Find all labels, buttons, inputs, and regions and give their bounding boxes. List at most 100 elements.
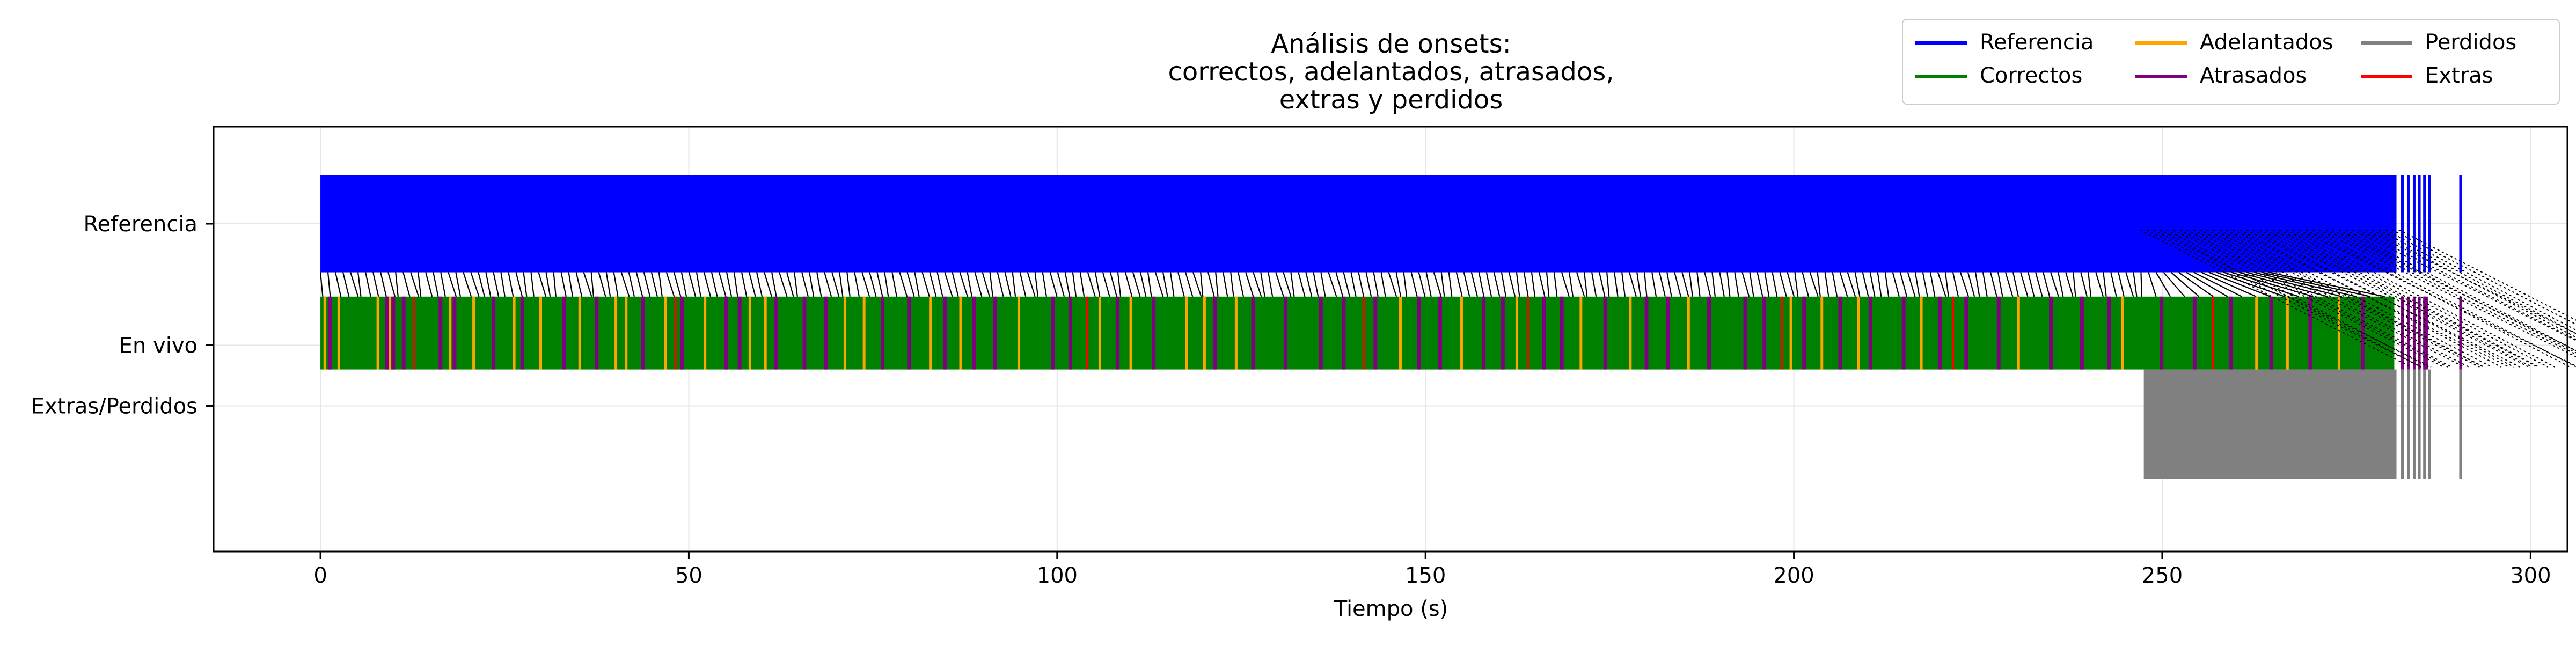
onset-connector: [1508, 272, 1516, 297]
onset-connector: [967, 272, 973, 297]
onset-connector: [402, 272, 411, 297]
onset-connector: [989, 272, 993, 297]
onset-connector: [1343, 272, 1350, 297]
onset-connector: [1455, 272, 1463, 297]
onset-connector: [2213, 229, 2484, 368]
onset-connector: [2199, 229, 2470, 368]
onset-connector: [2185, 271, 2228, 297]
onset-connector: [1711, 272, 1716, 297]
onset-connector: [470, 272, 480, 297]
x-tick-label: 100: [1037, 563, 1078, 588]
onset-connector: [1809, 272, 1819, 297]
x-tick-label: 300: [2510, 563, 2551, 588]
onset-connector: [2286, 229, 2549, 368]
onset-connector: [1824, 272, 1829, 297]
legend-entry-label: Correctos: [1980, 63, 2082, 88]
onset-connector: [1854, 272, 1861, 297]
onset-connector: [1275, 272, 1284, 297]
onset-connector: [1734, 272, 1739, 297]
onset-connector: [1959, 272, 1970, 297]
onset-connector: [2252, 229, 2514, 368]
onset-connector: [2365, 229, 2576, 334]
onset-connector: [2239, 229, 2502, 368]
onset-connector: [1208, 272, 1215, 297]
onset-connector: [1124, 272, 1133, 297]
onset-connector: [1787, 272, 1795, 297]
onset-connector: [1561, 272, 1570, 297]
onset-connector: [2208, 271, 2271, 297]
onset-connector: [1109, 272, 1118, 297]
onset-connector: [327, 272, 331, 297]
onset-connector: [703, 272, 711, 297]
onset-connector: [658, 272, 663, 297]
onset-connector: [1335, 272, 1344, 297]
onset-connector: [2279, 229, 2540, 368]
onset-connector: [1869, 272, 1876, 297]
onset-connector: [2179, 229, 2449, 368]
onset-connector: [1899, 272, 1908, 297]
onset-connector: [906, 272, 915, 297]
onset-connector: [545, 272, 551, 297]
onset-connector: [1568, 272, 1574, 297]
y-tick-label: Extras/Perdidos: [31, 394, 197, 419]
onset-connector: [733, 272, 738, 297]
chart-title: Análisis de onsets: correctos, adelantad…: [1168, 29, 1614, 115]
onset-connector: [1877, 272, 1882, 297]
onset-connector: [590, 272, 595, 297]
onset-connector: [809, 272, 815, 297]
axes-frame: [213, 126, 2568, 553]
onset-connector: [1433, 272, 1442, 297]
legend-entry-label: Perdidos: [2425, 30, 2516, 55]
onset-connector: [1892, 272, 1900, 297]
onset-connector: [1049, 272, 1058, 297]
x-tick-label: 200: [1773, 563, 1814, 588]
onset-connector: [2095, 272, 2104, 297]
onset-connector: [779, 272, 788, 297]
onset-connector: [1757, 272, 1763, 297]
onset-connector: [1681, 272, 1689, 297]
onset-connector: [794, 272, 798, 297]
onset-connector: [1403, 272, 1408, 297]
onset-connector: [1425, 272, 1432, 297]
onset-connector: [620, 272, 630, 297]
onset-connector: [1644, 272, 1648, 297]
onset-connector: [2170, 271, 2200, 297]
onset-connector: [861, 272, 870, 297]
onset-connector: [846, 272, 851, 297]
onset-connector: [605, 272, 611, 297]
onset-connector: [1117, 272, 1122, 297]
onset-connector: [1283, 272, 1292, 297]
onset-connector: [1666, 272, 1672, 297]
onset-connector: [1064, 272, 1071, 297]
onset-connector: [1982, 272, 1988, 297]
x-tick-label: 150: [1405, 563, 1446, 588]
onset-connector: [335, 272, 342, 297]
onset-connector: [899, 272, 908, 297]
onset-connector: [2110, 272, 2117, 297]
onset-connector: [523, 272, 528, 297]
onset-connector: [2231, 271, 2314, 297]
onset-connector: [1004, 272, 1012, 297]
legend-entry-label: Adelantados: [2200, 30, 2333, 55]
onset-connector: [1553, 272, 1558, 297]
legend-entry-label: Extras: [2425, 63, 2493, 88]
onset-connector: [1290, 272, 1295, 297]
onset-connector: [1636, 272, 1641, 297]
onset-connector: [1268, 272, 1274, 297]
onset-connector: [1395, 272, 1402, 297]
onset-connector: [869, 272, 877, 297]
onset-connector: [1689, 272, 1693, 297]
onset-connector: [2259, 229, 2529, 368]
onset-connector: [319, 272, 324, 297]
onset-connector: [613, 272, 619, 297]
chart-title-line-3: extras y perdidos: [1279, 85, 1503, 115]
onset-connector: [2043, 272, 2051, 297]
onset-connector: [1192, 272, 1202, 297]
onset-connector: [1253, 272, 1262, 297]
onset-connector: [2201, 271, 2257, 297]
onset-connector: [1967, 272, 1975, 297]
onset-connector: [2193, 229, 2465, 368]
onset-connector: [929, 272, 937, 297]
onset-connector: [786, 272, 794, 297]
onset-connector: [2073, 272, 2076, 297]
